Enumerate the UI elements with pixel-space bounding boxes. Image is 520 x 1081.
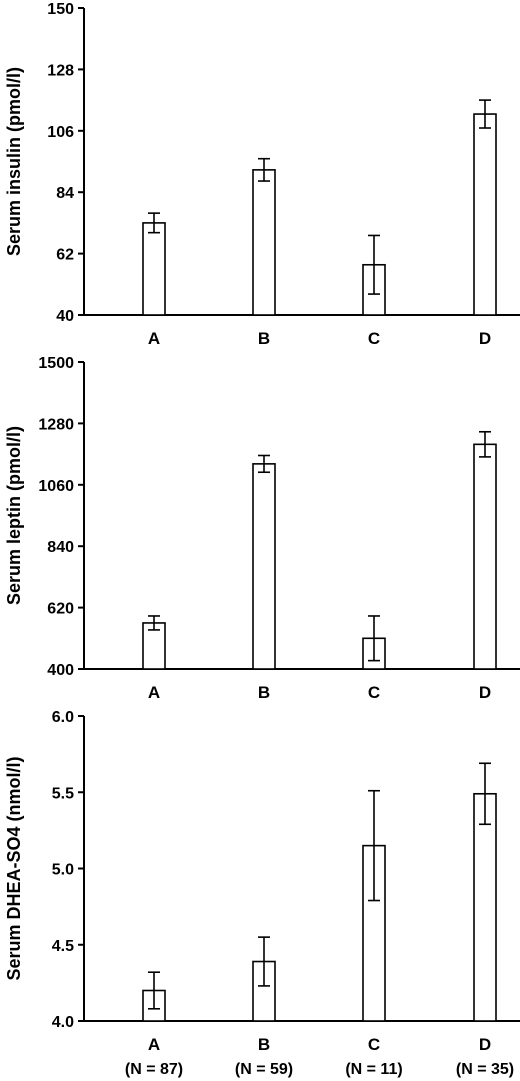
y-tick-label: 400	[47, 662, 74, 679]
y-tick-label: 5.0	[52, 862, 74, 879]
bar-D	[473, 792, 497, 1022]
y-tick-label: 128	[47, 62, 74, 79]
y-tick-label: 5.5	[52, 785, 74, 802]
category-label: D	[479, 1035, 491, 1054]
y-tick-label: 1500	[38, 355, 74, 372]
y-tick-label: 620	[47, 601, 74, 618]
bar-D	[473, 443, 497, 670]
y-tick-label: 4.0	[52, 1014, 74, 1031]
category-label: B	[258, 683, 270, 702]
n-label: (N = 87)	[125, 1061, 183, 1078]
y-tick-label: 62	[56, 247, 74, 264]
y-tick-label: 150	[47, 1, 74, 18]
y-tick-label: 106	[47, 124, 74, 141]
category-label: D	[479, 329, 491, 348]
bar-D	[473, 113, 497, 316]
category-label: A	[148, 329, 160, 348]
y-tick-label: 6.0	[52, 709, 74, 726]
y-tick-label: 4.5	[52, 938, 74, 955]
y-tick-label: 84	[56, 185, 74, 202]
bar-A	[142, 222, 166, 316]
category-label: C	[368, 1035, 380, 1054]
y-axis-label: Serum DHEA-SO4 (nmol/l)	[4, 756, 24, 980]
category-label: C	[368, 683, 380, 702]
n-label: (N = 11)	[345, 1061, 402, 1078]
n-label: (N = 59)	[235, 1061, 293, 1078]
category-label: C	[368, 329, 380, 348]
y-tick-label: 840	[47, 539, 74, 556]
y-tick-label: 1280	[38, 416, 74, 433]
y-tick-label: 1060	[38, 478, 74, 495]
bar-B	[252, 463, 276, 670]
category-label: D	[479, 683, 491, 702]
y-tick-label: 40	[56, 308, 74, 325]
category-label: A	[148, 1035, 160, 1054]
category-label: A	[148, 683, 160, 702]
y-axis-label: Serum insulin (pmol/l)	[4, 67, 24, 256]
y-axis-label: Serum leptin (pmol/l)	[4, 426, 24, 605]
n-label: (N = 35)	[456, 1061, 514, 1078]
category-label: B	[258, 329, 270, 348]
bar-B	[252, 169, 276, 316]
category-label: B	[258, 1035, 270, 1054]
